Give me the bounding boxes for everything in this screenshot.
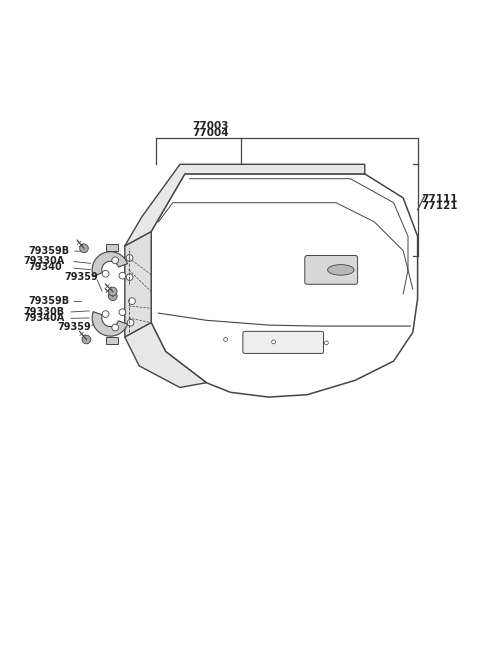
Text: 79330A: 79330A [23, 256, 64, 267]
Circle shape [119, 272, 126, 279]
Circle shape [224, 337, 228, 341]
Text: 79359: 79359 [58, 322, 91, 333]
Text: 79359B: 79359B [29, 296, 70, 306]
Text: 77111: 77111 [421, 194, 458, 204]
Text: 79359: 79359 [65, 272, 98, 282]
Circle shape [127, 320, 134, 326]
Circle shape [126, 274, 133, 280]
Text: 79340: 79340 [29, 263, 62, 272]
Text: 77121: 77121 [421, 200, 458, 210]
FancyBboxPatch shape [305, 255, 358, 284]
Circle shape [108, 287, 117, 296]
Polygon shape [106, 244, 118, 251]
Circle shape [119, 309, 126, 316]
Polygon shape [92, 252, 128, 276]
Polygon shape [106, 337, 118, 345]
Circle shape [80, 244, 88, 253]
Polygon shape [125, 231, 151, 337]
Circle shape [112, 257, 119, 264]
Circle shape [102, 271, 109, 277]
Circle shape [112, 324, 119, 331]
Circle shape [129, 298, 135, 305]
Circle shape [272, 340, 276, 344]
Circle shape [108, 292, 117, 301]
Polygon shape [125, 164, 365, 246]
Text: 79340A: 79340A [23, 313, 64, 323]
Polygon shape [151, 174, 418, 397]
Circle shape [324, 341, 328, 345]
Circle shape [102, 310, 109, 318]
Ellipse shape [327, 265, 354, 275]
Text: 77003: 77003 [192, 121, 228, 131]
Text: 77004: 77004 [192, 128, 228, 138]
Text: 79359B: 79359B [29, 246, 70, 255]
Circle shape [126, 255, 133, 261]
Text: 79330B: 79330B [23, 307, 64, 316]
Polygon shape [92, 312, 128, 336]
Polygon shape [125, 323, 206, 388]
FancyBboxPatch shape [243, 331, 324, 354]
Circle shape [82, 335, 91, 344]
